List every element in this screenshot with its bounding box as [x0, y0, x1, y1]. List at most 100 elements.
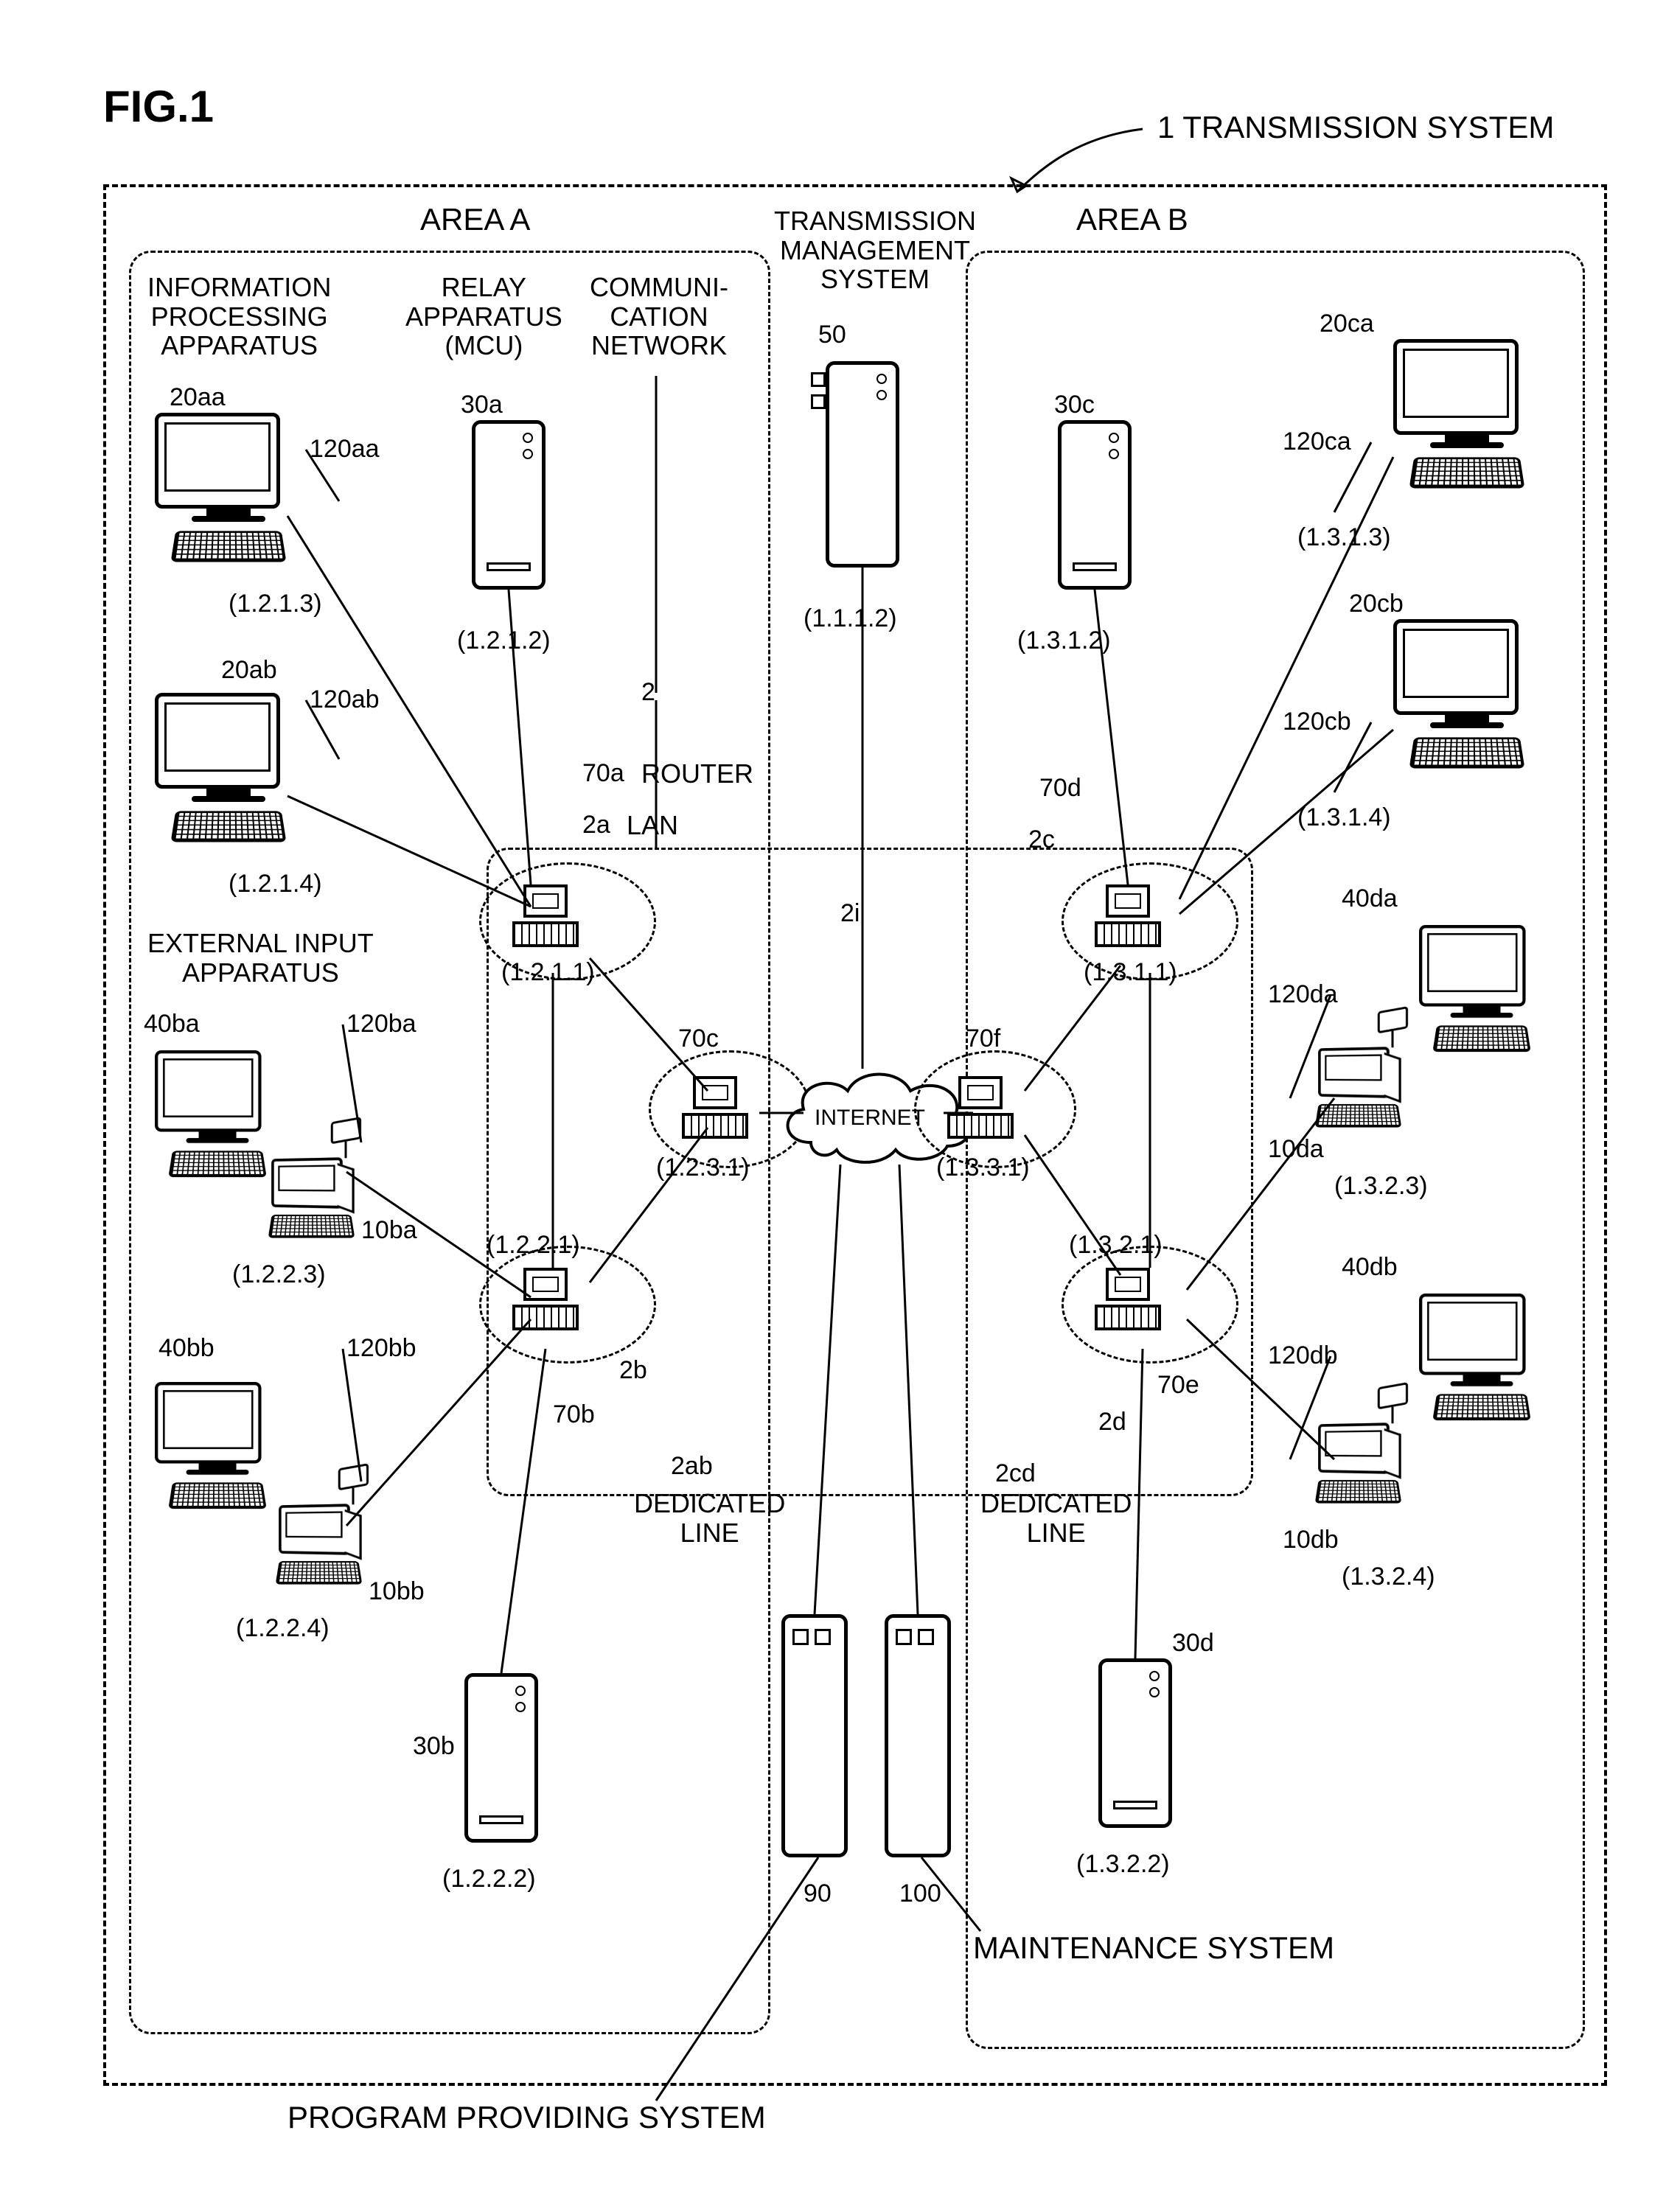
ref-20aa: 20aa — [170, 383, 226, 412]
router-70f — [958, 1076, 1047, 1142]
ref-120aa: 120aa — [310, 435, 380, 464]
ip-10db: (1.3.2.4) — [1342, 1563, 1435, 1591]
router-70e — [1106, 1268, 1194, 1334]
ref-10da: 10da — [1268, 1135, 1324, 1164]
ref-50: 50 — [818, 321, 846, 349]
ref-40bb: 40bb — [158, 1334, 215, 1363]
ip-70c: (1.2.3.1) — [656, 1153, 750, 1182]
ref-2ab: 2ab — [671, 1452, 713, 1481]
lan-label: LAN — [627, 811, 678, 840]
ref-30c: 30c — [1054, 391, 1095, 419]
ref-70c: 70c — [678, 1025, 719, 1053]
internet-label: INTERNET — [815, 1106, 925, 1130]
relay-label: RELAY APPARATUS (MCU) — [405, 273, 562, 360]
ref-120db: 120db — [1268, 1341, 1338, 1370]
ref-120bb: 120bb — [346, 1334, 416, 1363]
ip-70b: (1.2.2.1) — [487, 1231, 580, 1260]
router-70c — [693, 1076, 781, 1142]
ref-120ab: 120ab — [310, 685, 380, 714]
ref-120da: 120da — [1268, 980, 1338, 1009]
server-50 — [826, 361, 899, 568]
ref-30a: 30a — [461, 391, 503, 419]
ref-120ba: 120ba — [346, 1010, 416, 1039]
ref-20cb: 20cb — [1349, 590, 1404, 618]
ip-20ab: (1.2.1.4) — [229, 870, 322, 898]
ref-20ab: 20ab — [221, 656, 277, 685]
server-30a — [472, 420, 546, 590]
ip-30a: (1.2.1.2) — [457, 626, 551, 655]
router-70a — [523, 884, 612, 951]
ref-2d: 2d — [1098, 1408, 1126, 1437]
desktop-40ba — [155, 1050, 280, 1176]
ref-2b: 2b — [619, 1356, 647, 1385]
ip-10bb: (1.2.2.4) — [236, 1614, 330, 1643]
area-b-label: AREA B — [1076, 203, 1188, 237]
area-a-label: AREA A — [420, 203, 530, 237]
ip-20ca: (1.3.1.3) — [1297, 523, 1391, 552]
ip-30d: (1.3.2.2) — [1076, 1850, 1170, 1879]
ref-90: 90 — [804, 1879, 832, 1908]
ref-20ca: 20ca — [1320, 310, 1374, 338]
trans-mgmt-label: TRANSMISSION MANAGEMENT SYSTEM — [774, 206, 976, 294]
ip-70f: (1.3.3.1) — [936, 1153, 1030, 1182]
server-90 — [781, 1614, 855, 1857]
ref-2: 2 — [641, 678, 655, 707]
ref-70d: 70d — [1039, 774, 1081, 803]
ref-70b: 70b — [553, 1400, 595, 1429]
ip-10da: (1.3.2.3) — [1334, 1172, 1428, 1201]
desktop-20ca — [1393, 339, 1541, 486]
ref-100: 100 — [899, 1879, 941, 1908]
router-70b — [523, 1268, 612, 1334]
vc-10bb — [277, 1466, 394, 1594]
system-label: 1 TRANSMISSION SYSTEM — [1157, 111, 1554, 144]
maintenance-label: MAINTENANCE SYSTEM — [973, 1931, 1334, 1965]
desktop-20aa — [155, 413, 302, 560]
ip-30b: (1.2.2.2) — [442, 1865, 536, 1893]
transmission-system-diagram: FIG.1 1 TRANSMISSION SYSTEM AREA A AREA … — [15, 15, 1680, 2191]
ref-40da: 40da — [1342, 884, 1398, 913]
ref-30d: 30d — [1172, 1629, 1214, 1658]
ip-30c: (1.3.1.2) — [1017, 626, 1111, 655]
info-proc-label: INFORMATION PROCESSING APPARATUS — [147, 273, 331, 360]
ip-20cb: (1.3.1.4) — [1297, 803, 1391, 832]
ref-2i: 2i — [840, 899, 860, 928]
ip-70d: (1.3.1.1) — [1084, 958, 1177, 987]
program-providing-label: PROGRAM PROVIDING SYSTEM — [287, 2101, 766, 2135]
ref-120cb: 120cb — [1283, 708, 1351, 736]
ip-20aa: (1.2.1.3) — [229, 590, 322, 618]
desktop-40bb — [155, 1382, 280, 1507]
dedicated-line-a: DEDICATED LINE — [634, 1489, 785, 1547]
desktop-20ab — [155, 693, 302, 840]
ip-70e: (1.3.2.1) — [1069, 1231, 1163, 1260]
server-30b — [464, 1673, 538, 1843]
ref-10bb: 10bb — [369, 1577, 425, 1606]
router-70d — [1106, 884, 1194, 951]
ref-10ba: 10ba — [361, 1216, 417, 1245]
desktop-40da — [1419, 925, 1544, 1050]
ref-30b: 30b — [413, 1732, 455, 1761]
comm-net-label: COMMUNI- CATION NETWORK — [590, 273, 728, 360]
external-input-label: EXTERNAL INPUT APPARATUS — [147, 929, 374, 987]
ref-40ba: 40ba — [144, 1010, 200, 1039]
ref-2c: 2c — [1028, 825, 1055, 854]
vc-10db — [1317, 1385, 1433, 1512]
ref-120ca: 120ca — [1283, 427, 1351, 456]
ref-40db: 40db — [1342, 1253, 1398, 1282]
server-30d — [1098, 1658, 1172, 1828]
ref-70a: 70a — [582, 759, 624, 788]
ip-50: (1.1.1.2) — [804, 604, 897, 633]
ref-2a: 2a — [582, 811, 610, 840]
ref-10db: 10db — [1283, 1526, 1339, 1554]
figure-title: FIG.1 — [103, 81, 214, 132]
desktop-20cb — [1393, 619, 1541, 767]
ip-70a: (1.2.1.1) — [501, 958, 595, 987]
ref-2cd: 2cd — [995, 1459, 1036, 1488]
ref-70f: 70f — [966, 1025, 1000, 1053]
router-label: ROUTER — [641, 759, 753, 789]
ip-10ba: (1.2.2.3) — [232, 1260, 326, 1289]
server-100 — [885, 1614, 958, 1857]
dedicated-line-b: DEDICATED LINE — [980, 1489, 1132, 1547]
vc-10da — [1317, 1009, 1433, 1137]
ref-70e: 70e — [1157, 1371, 1199, 1400]
desktop-40db — [1419, 1294, 1544, 1419]
